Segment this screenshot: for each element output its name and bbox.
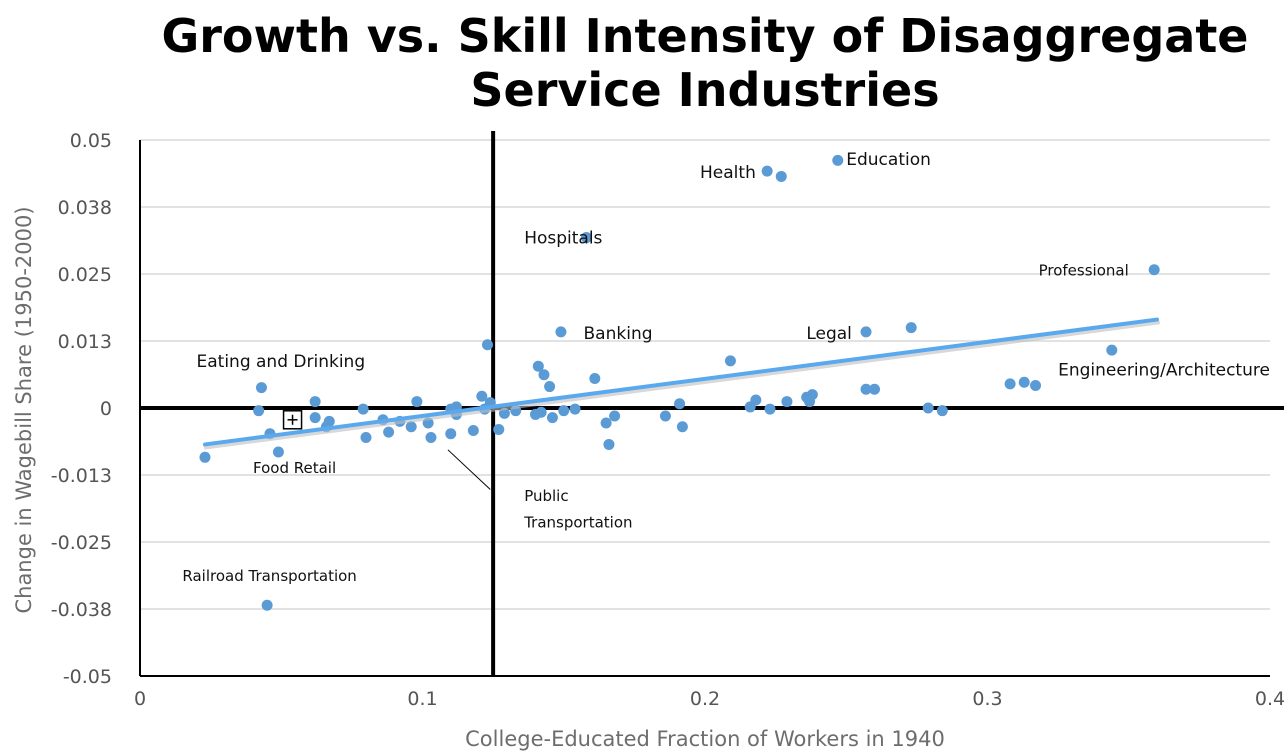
data-point — [323, 415, 335, 427]
data-point — [936, 405, 948, 417]
data-point — [1018, 376, 1030, 388]
data-point — [860, 383, 872, 395]
data-point — [309, 396, 321, 408]
annotation-label: Engineering/Architecture — [1058, 360, 1270, 380]
gridlines — [140, 139, 1270, 677]
data-point — [532, 360, 544, 372]
data-point — [1030, 379, 1042, 391]
data-point — [676, 421, 688, 433]
annotation-label: Health — [700, 163, 756, 183]
data-point — [832, 154, 844, 166]
data-point — [360, 431, 372, 443]
data-point — [309, 412, 321, 424]
y-tick-label: -0.05 — [63, 666, 112, 688]
data-point — [272, 446, 284, 458]
annotation-label: Education — [846, 150, 931, 170]
chart-title: Growth vs. Skill Intensity of Disaggrega… — [161, 9, 1248, 117]
data-point — [724, 355, 736, 367]
x-tick-label: 0.1 — [407, 688, 437, 710]
data-point — [445, 428, 457, 440]
y-tick-label: -0.025 — [51, 532, 112, 554]
data-point — [860, 326, 872, 338]
annotation-leader-line — [447, 449, 491, 490]
data-point — [674, 398, 686, 410]
data-point — [600, 417, 612, 429]
data-point — [493, 423, 505, 435]
data-point — [255, 382, 267, 394]
data-point — [405, 421, 417, 433]
data-point — [781, 396, 793, 408]
data-point — [535, 406, 547, 418]
data-point — [546, 412, 558, 424]
y-axis-label: Change in Wagebill Share (1950-2000) — [12, 206, 36, 613]
data-points — [199, 154, 1160, 611]
data-point — [467, 425, 479, 437]
annotation-label: Public — [524, 487, 568, 505]
annotation-label: Legal — [806, 324, 852, 344]
y-tick-label: 0.013 — [58, 331, 112, 353]
data-point — [476, 390, 488, 402]
data-point — [603, 438, 615, 450]
data-point — [199, 451, 211, 463]
data-point — [589, 373, 601, 385]
annotation-label: Professional — [1039, 262, 1129, 280]
annotation-label: Transportation — [523, 514, 632, 532]
data-point — [558, 405, 570, 417]
y-tick-label: -0.038 — [51, 599, 112, 621]
y-tick-label: 0.025 — [58, 264, 112, 286]
annotation-label: Banking — [584, 324, 653, 344]
data-point — [569, 403, 581, 415]
axes: 0.05 0.038 0.025 0.013 0 -0.013 -0.025 -0.038 -0… — [51, 130, 1285, 710]
data-point — [383, 426, 395, 438]
x-tick-label: 0 — [134, 688, 146, 710]
annotations: Education Health Hospitals Professional Bank… — [182, 150, 1270, 585]
chart-title-line-2: Service Industries — [470, 63, 939, 117]
data-point — [905, 322, 917, 334]
data-point — [922, 402, 934, 414]
annotation-label: Railroad Transportation — [182, 567, 356, 585]
data-point — [659, 410, 671, 422]
x-tick-label: 0.4 — [1255, 688, 1285, 710]
trendline-line — [202, 317, 1159, 447]
x-tick-label: 0.3 — [972, 688, 1002, 710]
x-axis-label: College-Educated Fraction of Workers in … — [465, 727, 945, 751]
y-tick-label: 0.038 — [58, 197, 112, 219]
trendline — [202, 317, 1160, 450]
data-point — [1004, 378, 1016, 390]
data-point — [544, 381, 556, 393]
data-point — [580, 232, 592, 244]
data-point — [538, 369, 550, 381]
x-tick-label: 0.2 — [690, 688, 720, 710]
y-tick-label: -0.013 — [51, 465, 112, 487]
data-point — [261, 599, 273, 611]
y-tick-label: 0.05 — [70, 130, 112, 152]
annotation-label: Eating and Drinking — [197, 352, 366, 372]
annotation-label: Food Retail — [253, 459, 336, 477]
data-point — [411, 396, 423, 408]
data-point — [761, 165, 773, 177]
data-point — [481, 339, 493, 351]
data-point — [555, 326, 567, 338]
data-point — [357, 403, 369, 415]
trendline-shadow — [203, 320, 1160, 450]
y-tick-label: 0 — [100, 398, 112, 420]
data-point — [253, 405, 265, 417]
data-point — [806, 389, 818, 401]
data-point — [775, 170, 787, 182]
data-point — [764, 403, 776, 415]
data-point — [1106, 344, 1118, 356]
data-point — [869, 383, 880, 395]
chart-title-line-1: Growth vs. Skill Intensity of Disaggrega… — [161, 9, 1248, 63]
annotation-label: Hospitals — [524, 229, 602, 249]
data-point — [609, 410, 621, 422]
data-point — [750, 394, 762, 406]
data-point — [425, 431, 437, 443]
data-point — [1148, 264, 1160, 276]
